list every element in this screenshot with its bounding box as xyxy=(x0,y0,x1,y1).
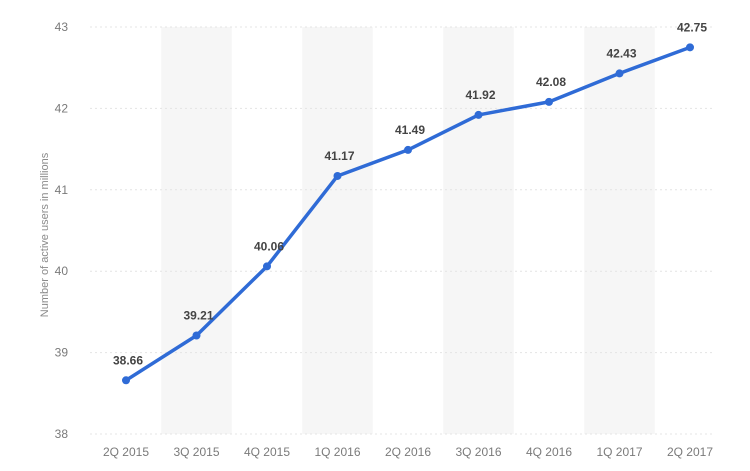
data-points xyxy=(122,43,694,385)
data-point xyxy=(122,376,130,385)
x-tick-label: 4Q 2016 xyxy=(526,445,572,459)
data-point xyxy=(263,262,271,271)
y-tick-label: 42 xyxy=(55,101,69,115)
data-label: 41.49 xyxy=(395,123,425,137)
data-label: 42.43 xyxy=(606,46,636,60)
data-point xyxy=(686,43,694,52)
data-point xyxy=(192,331,201,340)
x-tick-label: 2Q 2017 xyxy=(667,445,713,459)
data-label: 39.21 xyxy=(183,309,213,323)
x-tick-label: 1Q 2016 xyxy=(314,445,360,459)
x-tick-label: 2Q 2015 xyxy=(103,445,149,459)
y-tick-label: 39 xyxy=(55,346,69,360)
data-label: 40.06 xyxy=(254,239,284,253)
column-band xyxy=(584,27,655,434)
gridlines xyxy=(90,26,715,435)
data-point xyxy=(615,69,624,78)
data-labels: 38.66 39.21 40.06 41.17 41.49 41.92 42.08 42.43… xyxy=(113,20,707,367)
column-band xyxy=(443,27,514,434)
data-label: 42.75 xyxy=(677,20,707,34)
y-axis-label: Number of active users in millions xyxy=(39,152,51,317)
column-bands xyxy=(161,27,655,434)
data-label: 41.92 xyxy=(465,88,495,102)
data-label: 38.66 xyxy=(113,353,143,367)
data-point xyxy=(404,145,412,154)
data-label: 42.08 xyxy=(536,75,566,89)
data-point xyxy=(474,110,483,119)
x-tick-label: 3Q 2015 xyxy=(173,445,219,459)
y-tick-label: 43 xyxy=(55,20,69,34)
data-point xyxy=(545,97,553,106)
x-tick-label: 1Q 2017 xyxy=(596,445,642,459)
data-point xyxy=(333,171,342,180)
y-axis-ticks: 38 39 40 41 42 43 xyxy=(55,20,69,441)
x-tick-label: 2Q 2016 xyxy=(385,445,431,459)
y-tick-label: 41 xyxy=(55,183,69,197)
y-tick-label: 40 xyxy=(55,264,69,278)
y-tick-label: 38 xyxy=(55,427,69,441)
x-axis-ticks: 2Q 2015 3Q 2015 4Q 2015 1Q 2016 2Q 2016 3Q 20… xyxy=(103,445,713,459)
column-band xyxy=(302,27,373,434)
x-tick-label: 3Q 2016 xyxy=(455,445,501,459)
data-label: 41.17 xyxy=(324,149,354,163)
column-band xyxy=(161,27,232,434)
x-tick-label: 4Q 2015 xyxy=(244,445,290,459)
